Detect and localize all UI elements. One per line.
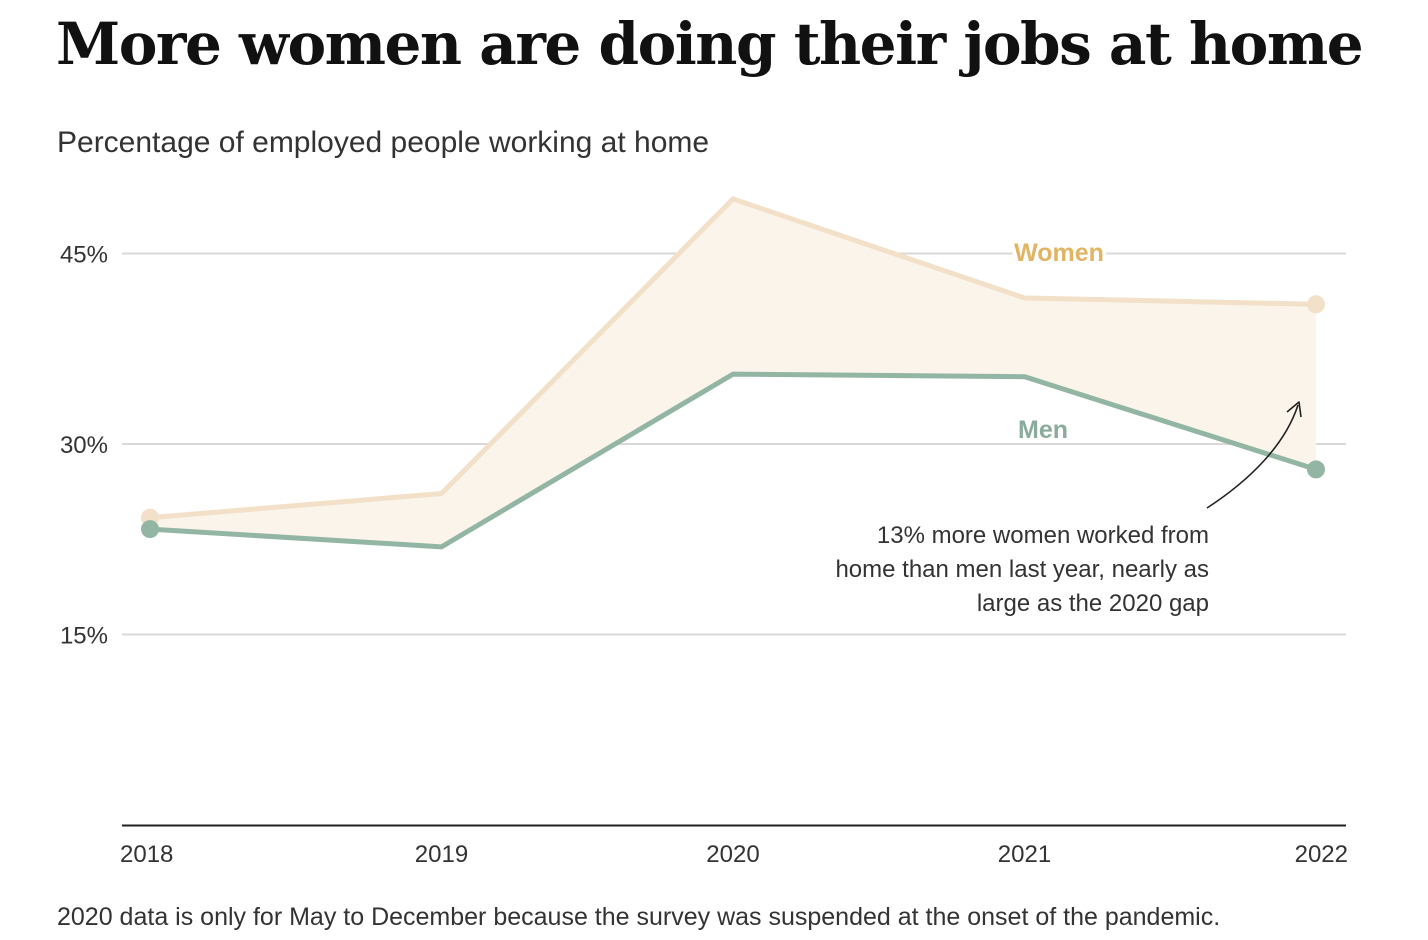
x-tick-label: 2022 — [1295, 841, 1348, 868]
annotation-arrow — [1206, 404, 1299, 509]
women-line — [147, 196, 1319, 521]
y-tick-label: 45% — [60, 242, 108, 269]
men-line — [147, 371, 1319, 550]
annotation-arrowhead — [1286, 401, 1302, 418]
x-tick-label: 2020 — [706, 841, 759, 868]
x-tick-label: 2019 — [415, 841, 468, 868]
men-point — [141, 520, 159, 539]
y-tick-label: 15% — [60, 623, 108, 650]
chart-subtitle: Percentage of employed people working at… — [57, 126, 710, 159]
men-point — [1307, 460, 1325, 479]
annotation-line: home than men last year, nearly as — [835, 556, 1209, 583]
labels: 15% 30% 45% 2018 2019 2020 2021 2022 Women Men 13%… — [60, 235, 1348, 868]
men-series-label: Men — [1018, 416, 1068, 444]
chart-footnote: 2020 data is only for May to December be… — [57, 903, 1221, 931]
y-tick-label: 30% — [60, 432, 108, 459]
women-series-label: Women — [1014, 239, 1104, 267]
series-lines — [141, 196, 1325, 550]
x-tick-label: 2018 — [120, 841, 173, 868]
chart-title: More women are doing their jobs at home — [56, 10, 1364, 78]
annotation-line: 13% more women worked from — [877, 522, 1209, 549]
annotation-line: large as the 2020 gap — [977, 590, 1209, 617]
women-point — [1307, 295, 1325, 314]
x-tick-label: 2021 — [998, 841, 1051, 868]
